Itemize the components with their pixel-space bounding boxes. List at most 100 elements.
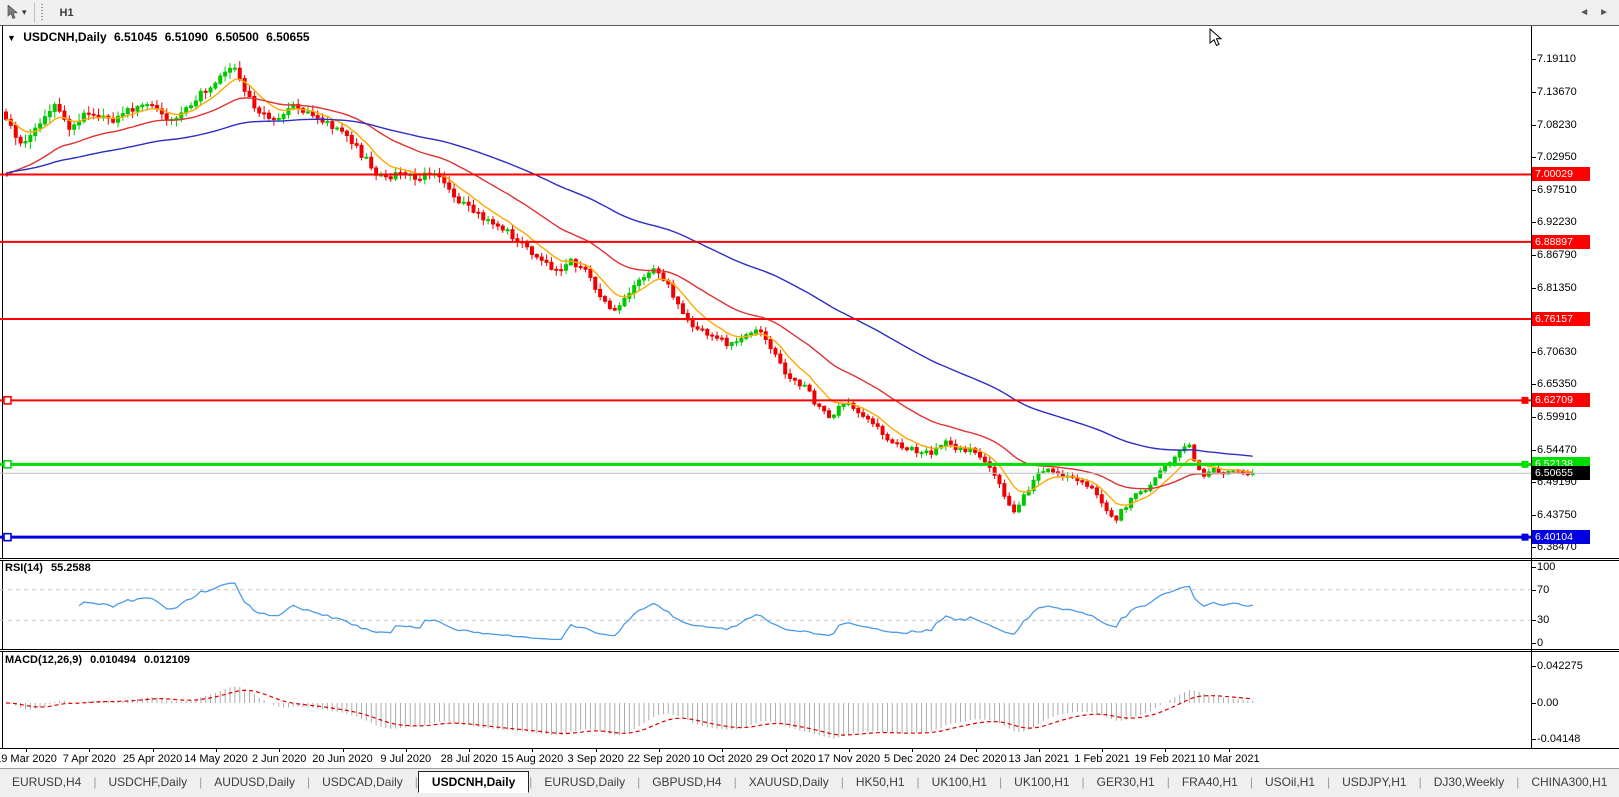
chart-tab-hk50-h1[interactable]: HK50,H1 <box>855 774 905 789</box>
date-tick-mark <box>848 749 850 752</box>
chart-tab-ger30-h1[interactable]: GER30,H1 <box>1096 774 1155 789</box>
toolbar-separator <box>33 2 35 23</box>
chart-tab-usdcad-daily[interactable]: USDCAD,Daily <box>322 774 403 789</box>
time-axis[interactable]: 19 Mar 2020 7 Apr 2020 25 Apr 2020 14 May 2… <box>0 749 1619 768</box>
price-tick-mark <box>1532 515 1536 517</box>
date-label: 29 Oct 2020 <box>755 753 816 765</box>
ohlc-close: 6.50655 <box>266 30 310 44</box>
date-tick-mark <box>722 749 724 752</box>
hline-price-label[interactable]: 6.40104 <box>1532 530 1590 545</box>
date-tick-mark <box>26 749 27 752</box>
chart-tab-xauusd-daily[interactable]: XAUUSD,Daily <box>748 774 829 789</box>
macd-tick-label: -0.04148 <box>1537 733 1581 746</box>
price-tick-label: 7.02950 <box>1537 150 1577 163</box>
ma-fast-line <box>5 78 1253 507</box>
chart-window-top-border <box>0 25 1619 26</box>
chart-tab-gbpusd-h4[interactable]: GBPUSD,H4 <box>652 774 722 789</box>
hline-price-label[interactable]: 6.62709 <box>1532 393 1590 408</box>
date-tick-mark <box>1228 749 1230 752</box>
date-label: 13 Jan 2021 <box>1008 753 1070 765</box>
chart-tab-audusd-daily[interactable]: AUDUSD,Daily <box>214 774 295 789</box>
price-tick-label: 7.19110 <box>1537 52 1576 65</box>
chart-tab-usoil-h1[interactable]: USOil,H1 <box>1264 774 1315 789</box>
ohlc-low: 6.50500 <box>215 30 259 44</box>
ma-slow-line <box>5 118 1253 457</box>
scroll-tabs-right-icon[interactable]: ► <box>1599 7 1609 18</box>
chart-title[interactable]: ▼ USDCNH,Daily 6.51045 6.51090 6.50500 6… <box>7 30 314 44</box>
chart-tab-eurusd-h4[interactable]: EURUSD,H4 <box>12 774 82 789</box>
macd-indicator-label: MACD(12,26,9) 0.010494 0.012109 <box>5 654 195 666</box>
tab-divider: | <box>840 774 844 789</box>
date-tick-mark <box>912 749 914 752</box>
macd-tick-label: 0.00 <box>1537 697 1559 709</box>
chart-tab-usdchf-daily[interactable]: USDCHF,Daily <box>108 774 188 789</box>
date-label: 19 Feb 2021 <box>1134 753 1197 765</box>
hline-price-label[interactable]: 7.00029 <box>1532 167 1590 182</box>
macd-name: MACD(12,26,9) <box>5 654 83 666</box>
panel-separator[interactable] <box>0 558 1619 561</box>
timeframe-button-h1[interactable]: H1 <box>59 6 74 19</box>
mouse-pointer-icon <box>1209 28 1223 47</box>
chart-tab-usdjpy-h1[interactable]: USDJPY,H1 <box>1342 774 1407 789</box>
date-label: 19 Mar 2020 <box>0 753 57 765</box>
rsi-line <box>78 582 1253 641</box>
chart-tab-china300-h1[interactable]: CHINA300,H1 <box>1531 774 1608 789</box>
price-tick-mark <box>1532 287 1536 289</box>
price-tick-label: 6.86790 <box>1537 248 1577 261</box>
macd-tick-label: 0.042275 <box>1537 660 1583 673</box>
chart-menu-arrow-icon[interactable]: ▼ <box>7 33 16 43</box>
hline-price-label[interactable]: 6.88897 <box>1532 234 1590 249</box>
chart-tab-uk100-h1[interactable]: UK100,H1 <box>931 774 988 789</box>
scroll-tabs-left-icon[interactable]: ◄ <box>1579 7 1590 18</box>
date-label: 1 Feb 2021 <box>1074 753 1130 765</box>
date-label: 14 May 2020 <box>184 753 248 765</box>
tab-divider: | <box>199 774 203 789</box>
tab-divider: | <box>999 774 1003 789</box>
rsi-name: RSI(14) <box>5 562 43 574</box>
chart-tab-fra40-h1[interactable]: FRA40,H1 <box>1181 774 1238 789</box>
price-tick-mark <box>1532 450 1536 452</box>
price-tick-mark <box>1532 156 1536 158</box>
macd-tick-mark <box>1532 666 1536 668</box>
top-toolbar: ▾ M1M5M15M30H1H4D1W1MN <box>0 0 1619 99</box>
date-label: 7 Apr 2020 <box>62 753 116 765</box>
chart-tab-bar: EURUSD,H4 | USDCHF,Daily | AUDUSD,Daily | USDC… <box>0 768 1619 794</box>
toolbar-grip-handle[interactable] <box>39 3 45 22</box>
price-tick-label: 6.59910 <box>1537 411 1577 424</box>
price-tick-mark <box>1532 547 1536 549</box>
macd-tick-mark <box>1532 703 1536 704</box>
date-tick-mark <box>279 749 281 752</box>
chart-tab-eurusd-daily[interactable]: EURUSD,Daily <box>544 774 626 789</box>
chart-tab-dj30-weekly[interactable]: DJ30,Weekly <box>1433 774 1505 789</box>
tab-divider: | <box>916 774 920 789</box>
macd-tick-mark <box>1532 739 1536 741</box>
date-label: 20 Jun 2020 <box>312 753 373 765</box>
main-price-plot[interactable] <box>0 26 1531 558</box>
cursor-tool-button[interactable]: ▾ <box>2 2 31 23</box>
price-tick-mark <box>1532 482 1536 484</box>
rsi-plot[interactable] <box>0 561 1531 650</box>
price-axis[interactable]: 7.19110 7.13670 7.08230 7.02950 6.97510 6.922… <box>1532 25 1619 748</box>
rsi-value: 55.2588 <box>50 562 91 574</box>
price-tick-label: 6.92230 <box>1537 215 1577 228</box>
rsi-tick-mark <box>1532 566 1536 568</box>
date-tick-mark <box>1038 749 1040 752</box>
rsi-tick-mark <box>1532 589 1536 591</box>
date-tick-mark <box>1102 749 1104 752</box>
tab-divider: | <box>1081 774 1085 789</box>
chart-tab-uk100-h1[interactable]: UK100,H1 <box>1014 774 1070 789</box>
rsi-tick-mark <box>1532 643 1536 645</box>
tab-divider: | <box>1418 774 1422 789</box>
dropdown-arrow-icon[interactable]: ▾ <box>22 7 27 17</box>
date-label: 15 Aug 2020 <box>501 753 564 765</box>
time-axis-line <box>0 748 1619 749</box>
panel-separator[interactable] <box>0 649 1619 652</box>
price-tick-mark <box>1532 352 1536 354</box>
macd-plot[interactable] <box>0 652 1531 748</box>
rsi-tick-label: 100 <box>1537 560 1556 573</box>
chart-tab-usdcnh-daily[interactable]: USDCNH,Daily <box>417 770 530 793</box>
tab-divider: | <box>306 774 311 789</box>
price-tick-label: 6.43750 <box>1537 509 1577 522</box>
hline-price-label[interactable]: 6.76157 <box>1532 311 1590 326</box>
